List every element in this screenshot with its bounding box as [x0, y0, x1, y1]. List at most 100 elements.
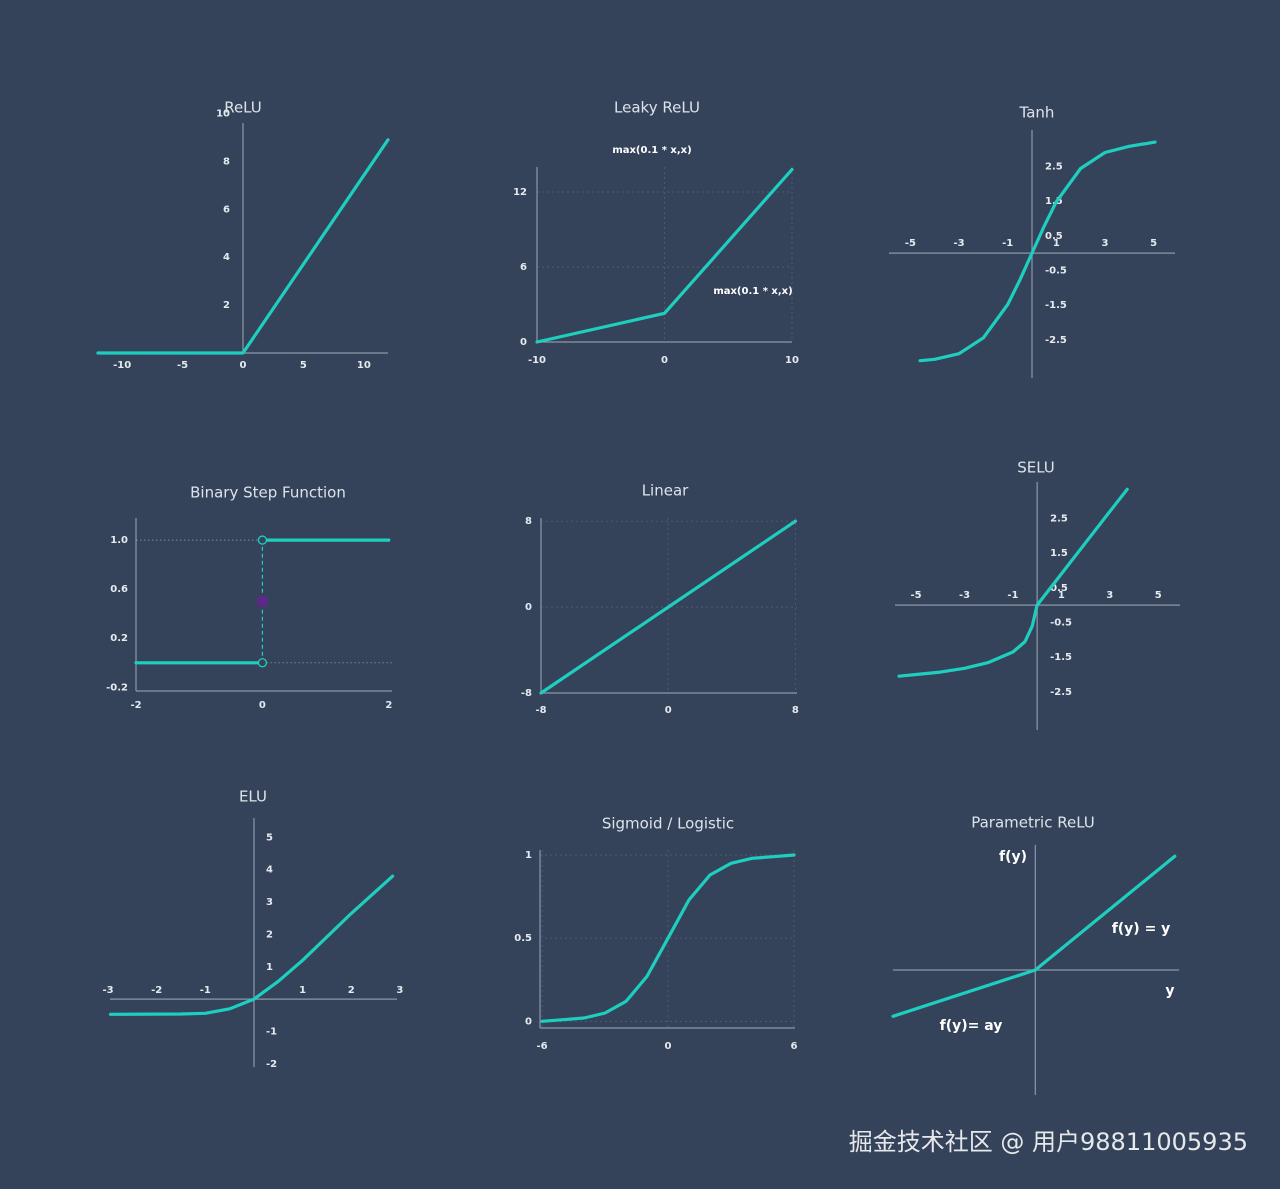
y-tick-label: 0.2 — [110, 633, 128, 644]
y-tick-label: 12 — [513, 187, 527, 198]
x-tick-label: -6 — [537, 1041, 548, 1052]
chart-title: ReLU — [224, 99, 262, 117]
y-tick-label: 2.5 — [1050, 513, 1068, 524]
x-tick-label: 2 — [348, 985, 355, 996]
x-axis-label: y — [1165, 983, 1174, 999]
y-tick-label: 6 — [223, 204, 230, 215]
curve — [918, 140, 1157, 363]
y-tick-label: 1 — [525, 850, 532, 861]
y-tick-label: 0.5 — [1045, 231, 1063, 242]
watermark: 掘金技术社区 @ 用户98811005935 — [849, 1128, 1248, 1156]
open-marker — [257, 658, 268, 668]
annotation: f(y)= ay — [940, 1018, 1003, 1034]
x-tick-label: 10 — [357, 360, 371, 371]
x-tick-label: 0 — [259, 700, 266, 711]
y-tick-label: -2 — [266, 1059, 277, 1070]
chart-title: Parametric ReLU — [971, 814, 1095, 832]
y-tick-label: 0.6 — [110, 584, 128, 595]
y-tick-label: 3 — [266, 897, 273, 908]
y-tick-label: -1 — [266, 1026, 277, 1037]
chart-title: Leaky ReLU — [614, 99, 700, 117]
y-tick-label: -2.5 — [1050, 687, 1072, 698]
y-tick-label: 2 — [223, 300, 230, 311]
x-tick-label: -1 — [1002, 238, 1013, 249]
x-tick-label: 3 — [1106, 590, 1113, 601]
chart-title: Linear — [642, 482, 689, 500]
x-tick-label: -10 — [113, 360, 131, 371]
curve — [108, 874, 395, 1016]
x-tick-label: 0 — [661, 355, 668, 366]
y-tick-label: 0 — [525, 1016, 532, 1027]
x-tick-label: -5 — [905, 238, 916, 249]
x-tick-label: -3 — [102, 985, 113, 996]
y-axis-label: f(y) — [999, 849, 1027, 865]
x-tick-label: -1 — [1007, 590, 1018, 601]
y-tick-label: 0.5 — [514, 933, 532, 944]
curve — [897, 487, 1129, 678]
curve — [134, 538, 391, 665]
x-tick-label: 3 — [396, 985, 403, 996]
x-tick-label: 5 — [300, 360, 307, 371]
annotation: f(y) = y — [1112, 921, 1171, 937]
x-tick-label: 0 — [240, 360, 247, 371]
annotation: max(0.1 * x,x) — [713, 286, 792, 297]
x-tick-label: 5 — [1155, 590, 1162, 601]
y-tick-label: -1.5 — [1045, 300, 1067, 311]
x-tick-label: 0 — [665, 1041, 672, 1052]
y-tick-label: -2.5 — [1045, 335, 1067, 346]
x-tick-label: 5 — [1150, 238, 1157, 249]
x-tick-label: -3 — [959, 590, 970, 601]
x-tick-label: 2 — [385, 700, 392, 711]
y-tick-label: -8 — [521, 688, 532, 699]
x-tick-label: 0 — [665, 705, 672, 716]
chart-title: ELU — [239, 788, 267, 806]
y-tick-label: 2 — [266, 929, 273, 940]
curve — [535, 167, 794, 344]
chart-subtitle: max(0.1 * x,x) — [612, 145, 691, 156]
y-tick-label: 1 — [266, 962, 273, 973]
x-tick-label: 6 — [790, 1041, 797, 1052]
x-tick-label: -8 — [535, 705, 546, 716]
curve — [96, 138, 390, 355]
y-tick-label: 1.5 — [1045, 196, 1063, 207]
y-tick-label: -0.5 — [1050, 617, 1072, 628]
y-tick-label: 8 — [223, 156, 230, 167]
x-tick-label: -5 — [911, 590, 922, 601]
x-tick-label: 3 — [1101, 238, 1108, 249]
y-tick-label: 4 — [223, 252, 230, 263]
y-tick-label: 1.0 — [110, 535, 128, 546]
y-tick-label: 5 — [266, 832, 273, 843]
y-tick-label: -0.5 — [1045, 265, 1067, 276]
chart-title: SELU — [1017, 459, 1055, 477]
y-tick-label: 0 — [525, 602, 532, 613]
x-tick-label: -2 — [130, 700, 141, 711]
y-tick-label: 2.5 — [1045, 161, 1063, 172]
curve — [891, 854, 1177, 1018]
x-tick-label: -3 — [953, 238, 964, 249]
x-tick-label: -10 — [528, 355, 546, 366]
x-tick-label: 1 — [1058, 590, 1065, 601]
x-tick-label: -1 — [200, 985, 211, 996]
chart-title: Sigmoid / Logistic — [602, 815, 734, 833]
y-tick-label: 8 — [525, 516, 532, 527]
y-tick-label: 0 — [520, 337, 527, 348]
x-tick-label: -5 — [177, 360, 188, 371]
curve — [539, 519, 797, 695]
x-tick-label: 1 — [1053, 238, 1060, 249]
point — [256, 595, 269, 608]
chart-title: Tanh — [1019, 104, 1055, 122]
open-marker — [257, 535, 268, 545]
curve — [540, 853, 796, 1023]
x-tick-label: 10 — [785, 355, 799, 366]
x-tick-label: 1 — [299, 985, 306, 996]
y-tick-label: 10 — [216, 108, 230, 119]
y-tick-label: 6 — [520, 262, 527, 273]
x-tick-label: 8 — [792, 705, 799, 716]
y-tick-label: 1.5 — [1050, 548, 1068, 559]
y-tick-label: -1.5 — [1050, 652, 1072, 663]
chart-title: Binary Step Function — [190, 484, 346, 502]
x-tick-label: -2 — [151, 985, 162, 996]
y-tick-label: 0.5 — [1050, 583, 1068, 594]
y-tick-label: -0.2 — [106, 682, 128, 693]
